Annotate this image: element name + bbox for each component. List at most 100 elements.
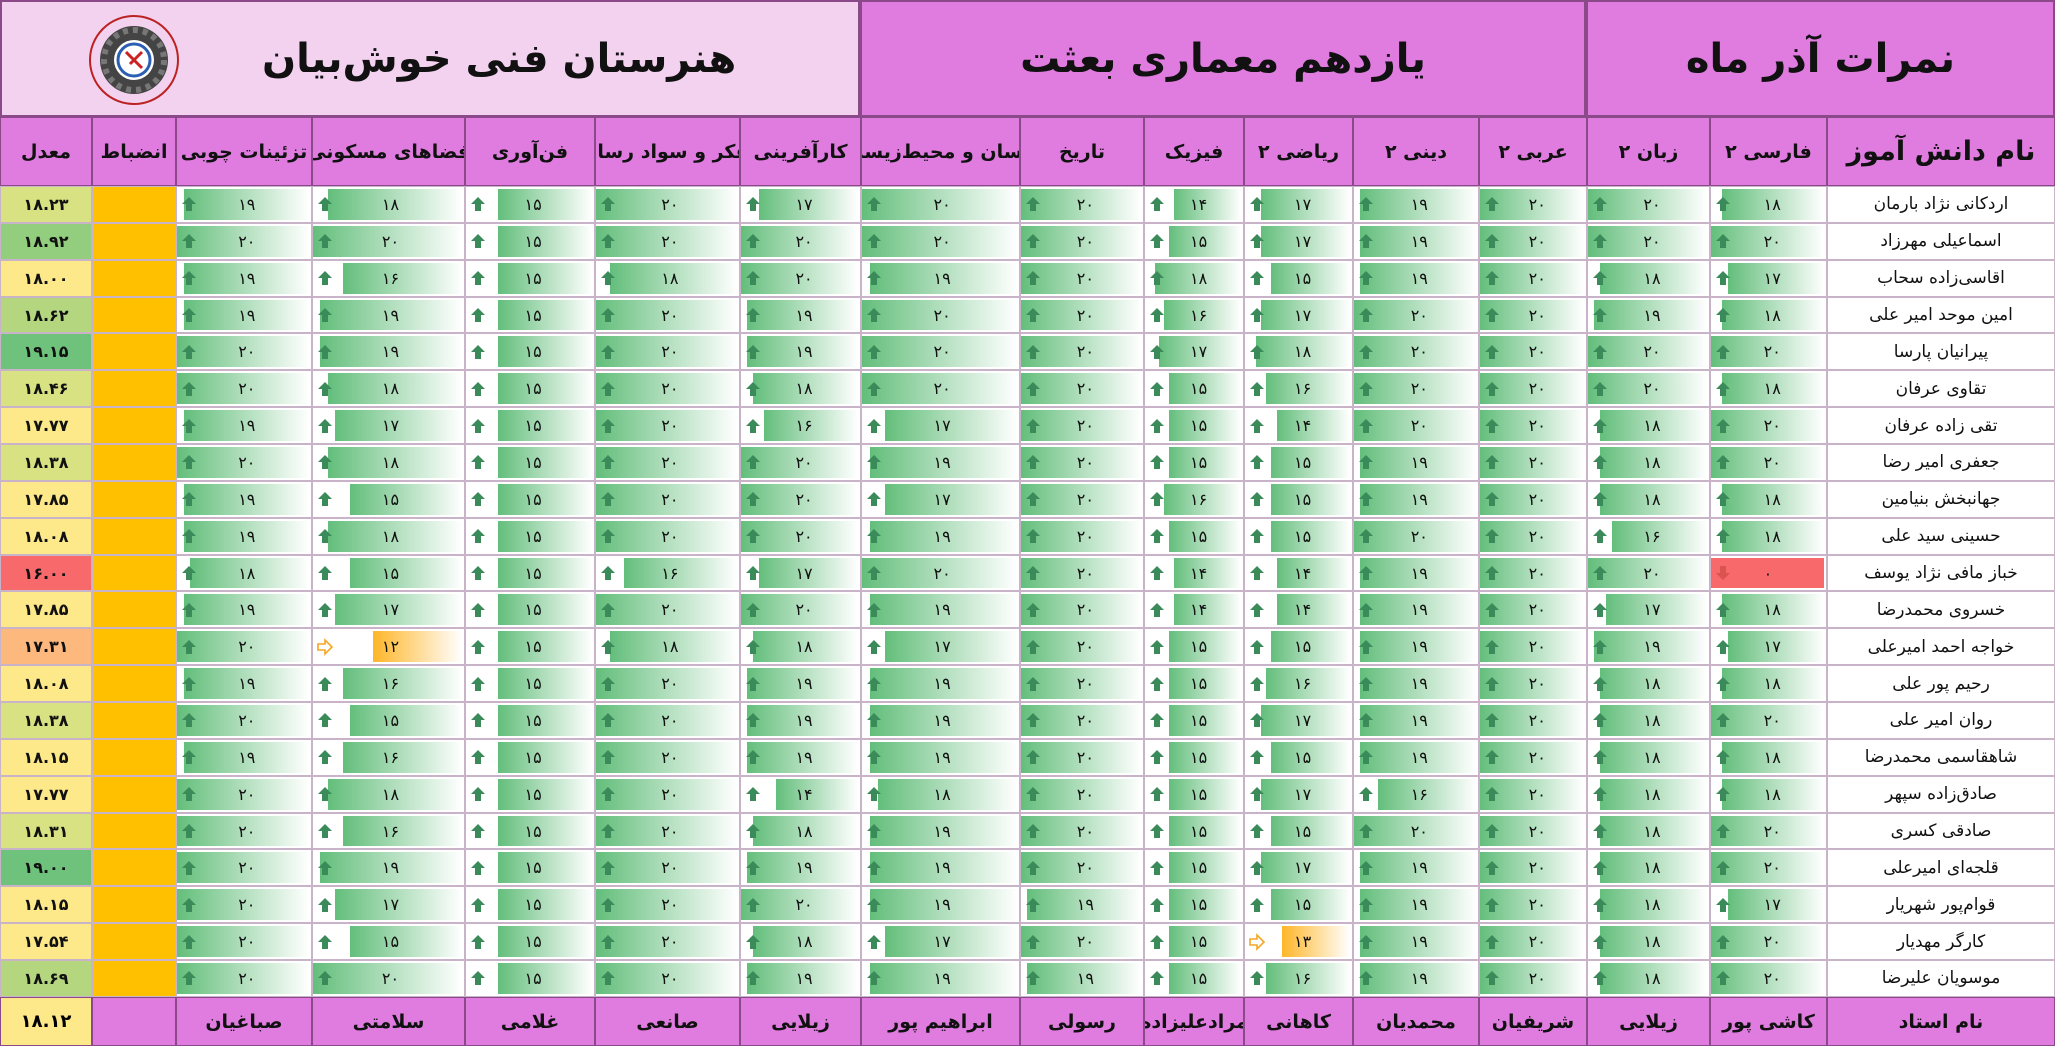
arrow-up-icon: [318, 750, 332, 765]
subject-header: فیزیک: [1144, 117, 1244, 186]
arrow-up-icon: [1359, 381, 1373, 396]
grade-bar: [497, 778, 592, 810]
grade-value: ۱۸: [1763, 526, 1781, 546]
grade-value: ۲۰: [238, 342, 256, 362]
grade-cell: ۱۵: [1244, 812, 1353, 850]
grade-cell: ۱۹: [861, 444, 1020, 481]
grade-bar: [746, 705, 858, 736]
average-cell: ۱۹.۱۵: [0, 333, 92, 371]
grade-cell: ۲۰: [1479, 628, 1587, 666]
arrow-up-icon: [1485, 676, 1499, 691]
arrow-up-icon: [471, 197, 485, 212]
arrow-up-icon: [867, 639, 881, 654]
grade-cell: ۲۰: [1479, 923, 1587, 961]
grade-cell: ۲۰: [595, 186, 740, 223]
grade-value: ۱۹: [933, 821, 951, 841]
arrow-up-icon: [318, 602, 332, 617]
grade-bar: [869, 262, 1017, 294]
grade-value: ۱۷: [933, 637, 951, 657]
grade-bar: [177, 963, 309, 994]
grade-bar: [1021, 410, 1141, 442]
arrow-up-icon: [1026, 750, 1040, 765]
grade-value: ۱۶: [1294, 379, 1312, 399]
grade-value: ۱۶: [381, 674, 400, 694]
grade-value: ۱۳: [1294, 932, 1312, 952]
grade-cell: ۱۸: [1587, 444, 1710, 481]
arrow-up-icon: [746, 455, 760, 470]
grade-bar: [1266, 963, 1350, 994]
grade-cell: ۱۵: [465, 960, 595, 997]
arrow-up-icon: [1150, 455, 1164, 470]
grade-value: ۲۰: [661, 895, 679, 915]
arrow-up-icon: [1250, 455, 1264, 470]
grade-cell: ۲۰: [176, 775, 312, 813]
arrow-up-icon: [1150, 381, 1164, 396]
grade-value: ۱۲: [381, 637, 400, 657]
arrow-up-icon: [746, 234, 760, 249]
grade-bar: [1360, 705, 1476, 736]
grade-bar: [183, 189, 309, 220]
grade-value: ۱۵: [1190, 821, 1208, 841]
grade-bar: [1169, 631, 1241, 663]
grade-bar: [1360, 189, 1476, 220]
header-label: ریاضی ۲: [1258, 140, 1340, 163]
average-cell: ۱۷.۸۵: [0, 591, 92, 629]
grade-bar: [596, 447, 737, 478]
student-name-text: پیرانیان پارسا: [1893, 341, 1989, 362]
grade-bar: [1164, 483, 1241, 515]
grade-bar: [1711, 410, 1824, 442]
arrow-up-icon: [471, 713, 485, 728]
grade-cell: ۲۰: [595, 738, 740, 776]
arrow-up-icon: [1593, 308, 1607, 322]
arrow-up-icon: [867, 824, 881, 839]
header-label: فضاهای مسکونی: [312, 140, 465, 163]
grade-bar: [327, 520, 462, 552]
arrow-up-icon: [1150, 418, 1164, 433]
grade-cell: ۲۰: [1479, 849, 1587, 887]
teacher-name-text: کاشی پور: [1722, 1010, 1815, 1033]
grade-bar: [1266, 373, 1350, 405]
grade-value: ۱۵: [524, 305, 542, 325]
grade-bar: [183, 262, 309, 294]
grade-cell: ۱۸: [312, 186, 465, 223]
grade-bar: [320, 336, 462, 368]
arrow-up-icon: [601, 234, 615, 249]
arrow-up-icon: [1150, 639, 1164, 654]
grade-cell: ۱۶: [312, 665, 465, 703]
grade-bar: [1021, 852, 1141, 884]
grade-cell: ۱۷: [1244, 702, 1353, 739]
arrow-up-icon: [318, 418, 332, 433]
arrow-up-icon: [182, 234, 196, 249]
grade-cell: ۱۷: [861, 628, 1020, 666]
grade-value: ۱۵: [1190, 932, 1208, 952]
grade-value: ۲۰: [661, 932, 679, 952]
arrow-up-icon: [601, 602, 615, 617]
grade-bar: [1480, 778, 1584, 810]
grade-bar: [758, 557, 858, 589]
grade-cell: ۱۹: [740, 702, 861, 739]
grade-bar: [190, 557, 309, 589]
grade-bar: [1722, 594, 1824, 626]
arrow-up-icon: [1150, 860, 1164, 875]
grade-value: ۲۰: [661, 489, 679, 509]
arrow-up-icon: [1485, 971, 1499, 986]
grade-cell: ۱۹: [740, 665, 861, 703]
grade-cell: ۱۹: [1353, 886, 1479, 924]
arrow-up-icon: [1716, 418, 1730, 433]
grade-cell: ۲۰: [595, 702, 740, 739]
grade-cell: ۱۵: [1144, 775, 1244, 813]
grade-bar: [1169, 410, 1241, 442]
grade-value: ۱۷: [381, 600, 400, 620]
grade-cell: ۲۰: [595, 407, 740, 445]
grade-value: ۱۵: [1190, 526, 1208, 546]
average-value: ۱۸.۶۹: [23, 968, 69, 988]
grade-bar: [177, 889, 309, 921]
grade-bar: [1378, 778, 1476, 810]
grade-value: ۱۵: [1190, 674, 1208, 694]
grade-bar: [497, 189, 592, 220]
grade-bar: [1480, 852, 1584, 884]
grade-value: ۱۴: [1294, 416, 1312, 436]
grade-bar: [1164, 299, 1241, 331]
arrow-up-icon: [182, 271, 196, 286]
grade-bar: [320, 299, 462, 331]
